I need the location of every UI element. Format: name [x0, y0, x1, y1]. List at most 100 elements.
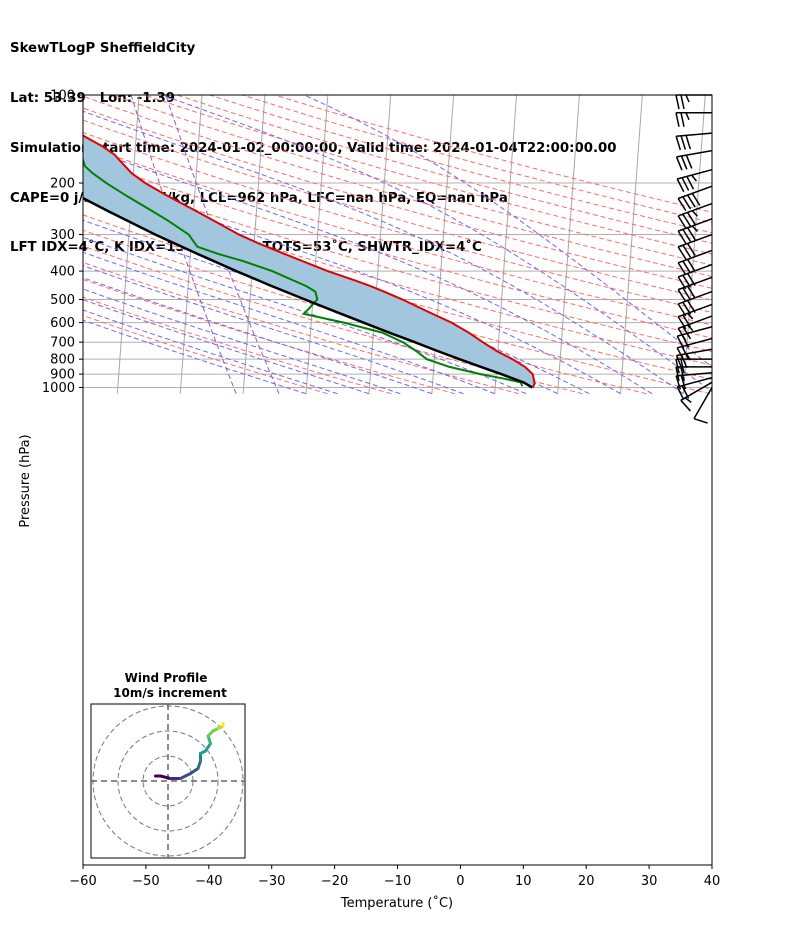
wind-barb-flag	[682, 314, 692, 328]
wind-barb-shaft	[680, 381, 713, 401]
isotherm-line	[494, 95, 518, 394]
x-tick-label: −40	[195, 874, 222, 889]
wind-barb-flag	[682, 301, 692, 315]
wind-barb-flag	[686, 285, 696, 299]
dry-adiabat	[176, 95, 712, 244]
y-tick-label: 700	[50, 336, 75, 351]
dry-adiabat	[274, 95, 712, 213]
wind-barb-shaft	[677, 185, 713, 200]
wind-barb-flag	[693, 417, 708, 424]
y-tick-label: 200	[50, 177, 75, 192]
wind-barb-flag	[682, 326, 692, 340]
parcel-profile-line	[83, 196, 533, 389]
y-tick-label: 500	[50, 293, 75, 308]
isotherm-line	[116, 95, 140, 394]
wind-barb-flag	[691, 192, 701, 206]
x-tick-label: 30	[641, 874, 658, 889]
wind-barb-shaft	[676, 348, 713, 357]
wind-barb-flag	[686, 227, 696, 241]
time-line: Simulation start time: 2024-01-02_00:00:…	[10, 140, 617, 156]
dry-adiabat	[144, 95, 712, 255]
dry-adiabat	[83, 131, 712, 313]
x-tick-label: 10	[515, 874, 532, 889]
wind-barb-flag	[675, 358, 680, 374]
moist-adiabat	[83, 110, 684, 395]
wind-barb-flag	[687, 324, 694, 332]
wind-barb-shaft	[677, 218, 713, 232]
dry-adiabat	[209, 95, 712, 234]
wind-barb-flag	[685, 112, 690, 121]
wind-barb-flag	[682, 229, 692, 242]
wind-barb-flag	[691, 225, 699, 233]
isotherm-line	[368, 95, 392, 394]
wind-barb-shaft	[676, 149, 713, 158]
x-tick-label: −60	[69, 874, 96, 889]
wind-barb-flag	[675, 136, 682, 151]
y-tick-label: 100	[50, 89, 75, 104]
dry-adiabat	[83, 229, 647, 395]
isotherm-line	[746, 95, 768, 394]
x-tick-label: −30	[258, 874, 285, 889]
wind-barb-flag	[676, 347, 685, 361]
moist-adiabat	[83, 309, 338, 395]
hodograph-title: Wind Profile	[125, 671, 208, 685]
y-tick-label: 800	[50, 353, 75, 368]
x-tick-label: 40	[704, 874, 721, 889]
moist-adiabat	[161, 95, 712, 393]
mixing-ratio-line	[165, 95, 280, 394]
hodograph-segment	[204, 742, 212, 753]
wind-barb-flag	[691, 210, 699, 217]
wind-barb-flag	[680, 399, 691, 412]
wind-barb-flag	[677, 316, 687, 330]
wind-barb-flag	[686, 273, 696, 287]
dry-adiabat	[83, 95, 712, 278]
hodograph-segment	[159, 774, 172, 780]
wind-barb-shaft	[693, 387, 713, 420]
moist-adiabat	[83, 146, 653, 395]
temperature-profile-line	[83, 134, 536, 388]
dry-adiabat	[83, 296, 392, 395]
isotherm-line	[305, 95, 329, 394]
wind-barb-shaft	[677, 326, 713, 337]
wind-barb-flag	[676, 335, 685, 350]
wind-barb-flag	[675, 355, 683, 370]
hodograph-subtitle: 10m/s increment	[113, 686, 227, 700]
moist-adiabat	[83, 277, 433, 395]
wind-barb-flag	[682, 244, 692, 258]
wind-barb-flag	[677, 262, 687, 276]
x-tick-label: 20	[578, 874, 595, 889]
wind-barb-flag	[685, 135, 692, 150]
wind-barb-flag	[675, 112, 680, 127]
x-tick-label: −10	[384, 874, 411, 889]
wind-barb-flag	[691, 174, 698, 182]
wind-barb-flag	[675, 156, 683, 171]
wind-barb-flag	[677, 328, 687, 341]
wind-barb-flag	[686, 176, 695, 190]
wind-barb-flag	[675, 375, 682, 390]
wind-barb-flag	[677, 289, 687, 303]
wind-barb-flag	[675, 366, 680, 382]
wind-barb-flag	[677, 276, 687, 290]
dry-adiabat	[83, 144, 712, 326]
wind-barb-flag	[681, 385, 690, 399]
moist-adiabat	[83, 265, 464, 395]
moist-adiabat	[83, 299, 370, 395]
wind-barb-shaft	[677, 276, 713, 291]
mixing-ratio-line	[130, 95, 237, 394]
wind-barb-flag	[686, 258, 696, 272]
wind-barb-flag	[687, 312, 694, 320]
hodograph-ring	[117, 730, 219, 832]
x-tick-label: −50	[132, 874, 159, 889]
wind-barb-flag	[676, 386, 685, 401]
dry-adiabat	[83, 314, 328, 395]
isotherm-line	[0, 95, 13, 394]
wind-barb-flag	[680, 155, 688, 170]
wind-barb-flag	[675, 94, 680, 110]
wind-barb-shaft	[677, 249, 713, 264]
wind-barb-shaft	[677, 303, 713, 318]
wind-barb-flag	[680, 375, 687, 390]
moist-adiabat	[83, 175, 621, 395]
wind-barb-flag	[685, 154, 693, 169]
wind-barb-shaft	[677, 168, 713, 180]
